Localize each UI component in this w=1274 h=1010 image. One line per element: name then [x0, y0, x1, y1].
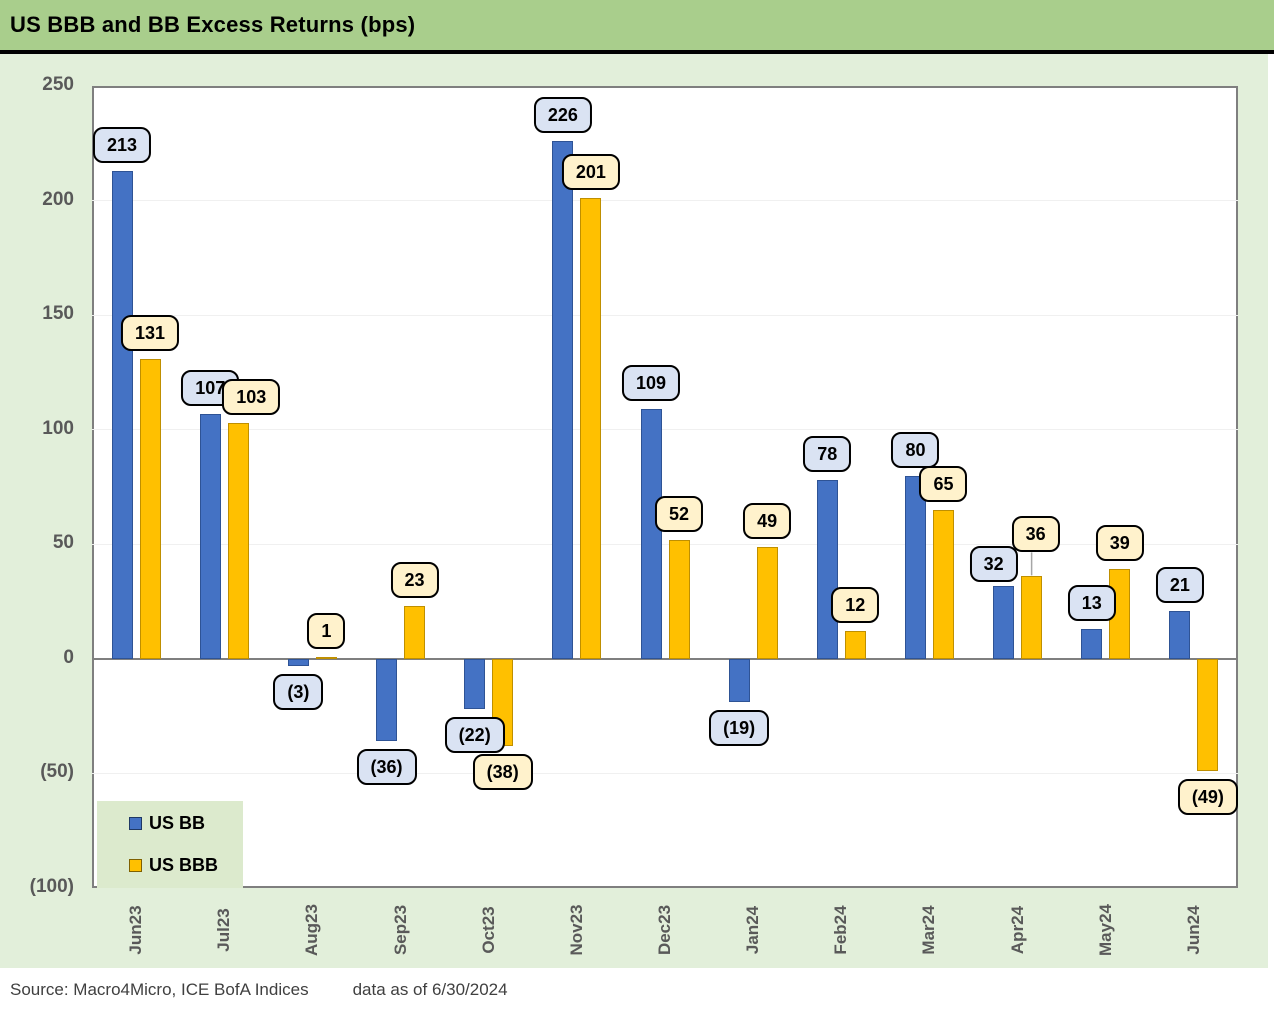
zero-axis-line — [92, 657, 1238, 660]
gridline — [92, 772, 1238, 774]
legend-item-us-bbb: US BBB — [129, 855, 218, 876]
gridline — [92, 429, 1238, 431]
value-label: 226 — [533, 96, 592, 133]
gridline — [92, 314, 1238, 316]
x-axis-label: Mar24 — [919, 905, 939, 955]
value-label: (19) — [709, 710, 770, 747]
value-label: 201 — [561, 154, 620, 191]
chart-title: US BBB and BB Excess Returns (bps) — [10, 12, 416, 37]
bar-us-bbb-aug23 — [315, 656, 337, 659]
y-axis-label: 150 — [42, 303, 74, 325]
bar-us-bbb-mar24 — [932, 509, 954, 659]
bar-us-bbb-dec23 — [668, 539, 690, 659]
value-label: 32 — [969, 545, 1018, 582]
x-axis-label: Nov23 — [566, 904, 586, 956]
bar-us-bbb-nov23 — [580, 198, 602, 659]
bar-us-bb-aug23 — [287, 658, 309, 666]
bar-us-bb-may24 — [1081, 629, 1103, 659]
x-axis-label: Aug23 — [302, 904, 322, 956]
value-label: (3) — [273, 673, 324, 710]
x-axis-label: Oct23 — [478, 906, 498, 954]
x-axis-label: May24 — [1095, 904, 1115, 956]
bar-us-bb-jan24 — [728, 658, 750, 703]
x-axis-label: Apr24 — [1007, 905, 1027, 955]
value-label: 78 — [803, 436, 852, 473]
value-label: 21 — [1155, 566, 1204, 603]
y-axis-label: 0 — [63, 646, 74, 668]
as-of-note: data as of 6/30/2024 — [352, 980, 508, 999]
value-label: 109 — [621, 365, 681, 402]
bar-us-bbb-jan24 — [756, 546, 778, 659]
value-label: 13 — [1067, 585, 1116, 622]
bar-us-bb-nov23 — [552, 140, 574, 659]
value-label: 39 — [1095, 525, 1144, 562]
value-label: 131 — [121, 314, 180, 351]
x-axis-label: Dec23 — [655, 904, 674, 956]
value-label: 103 — [222, 378, 281, 415]
value-label: (38) — [472, 753, 533, 790]
bar-us-bb-jul23 — [199, 413, 221, 659]
bar-us-bb-jun23 — [111, 170, 133, 659]
y-axis-label: 250 — [42, 74, 74, 95]
value-label: 23 — [390, 562, 439, 599]
bar-us-bb-feb24 — [816, 480, 838, 659]
y-axis-label: 50 — [52, 532, 74, 554]
value-label: 49 — [743, 502, 792, 539]
source-note: Source: Macro4Micro, ICE BofA Indices — [10, 980, 309, 999]
y-axis-label: 200 — [42, 188, 74, 210]
y-axis-label: (100) — [29, 876, 74, 897]
legend-item-us-bb: US BB — [129, 813, 205, 834]
value-label: 52 — [654, 495, 704, 532]
bar-us-bb-jun24 — [1169, 610, 1191, 659]
legend-swatch-icon — [129, 859, 142, 872]
bar-us-bbb-feb24 — [844, 631, 866, 659]
bar-us-bb-mar24 — [904, 475, 926, 659]
legend-label: US BB — [149, 813, 206, 833]
chart-title-bar: US BBB and BB Excess Returns (bps) — [0, 0, 1274, 50]
plot-area — [92, 86, 1238, 888]
value-label: 65 — [919, 465, 968, 502]
bar-us-bbb-apr24 — [1021, 576, 1043, 659]
x-axis-label: Sep23 — [390, 904, 410, 956]
y-axis-label: 100 — [42, 417, 74, 439]
bar-us-bb-dec23 — [640, 409, 662, 659]
value-label: (49) — [1177, 779, 1238, 816]
bar-us-bb-oct23 — [464, 658, 486, 710]
title-divider — [0, 50, 1274, 54]
bar-us-bb-sep23 — [376, 658, 398, 742]
bar-us-bbb-sep23 — [404, 606, 426, 659]
bar-us-bb-apr24 — [993, 585, 1015, 659]
gridline — [92, 543, 1238, 545]
legend-swatch-icon — [129, 817, 142, 830]
value-label: (36) — [356, 749, 417, 786]
bar-us-bbb-jul23 — [227, 422, 249, 659]
value-label: 80 — [891, 431, 940, 468]
x-axis-label: Jul23 — [214, 908, 234, 952]
x-axis-label: Feb24 — [831, 905, 851, 955]
value-label: 213 — [93, 126, 152, 163]
value-label: 12 — [831, 587, 880, 624]
bar-us-bbb-jun23 — [139, 358, 161, 659]
gridline — [92, 200, 1238, 202]
x-axis-label: Jun23 — [126, 905, 146, 955]
bar-us-bbb-jun24 — [1197, 658, 1219, 772]
y-axis-label: (50) — [40, 761, 74, 783]
legend: US BB US BBB — [97, 801, 243, 888]
x-axis-label: Jun24 — [1183, 905, 1203, 955]
value-label: 36 — [1011, 516, 1060, 553]
value-label: (22) — [444, 717, 505, 754]
legend-label: US BBB — [149, 855, 219, 875]
x-axis-label: Jan24 — [743, 905, 763, 955]
value-label: 1 — [307, 612, 346, 649]
footer: Source: Macro4Micro, ICE BofA Indices dat… — [10, 980, 552, 1000]
